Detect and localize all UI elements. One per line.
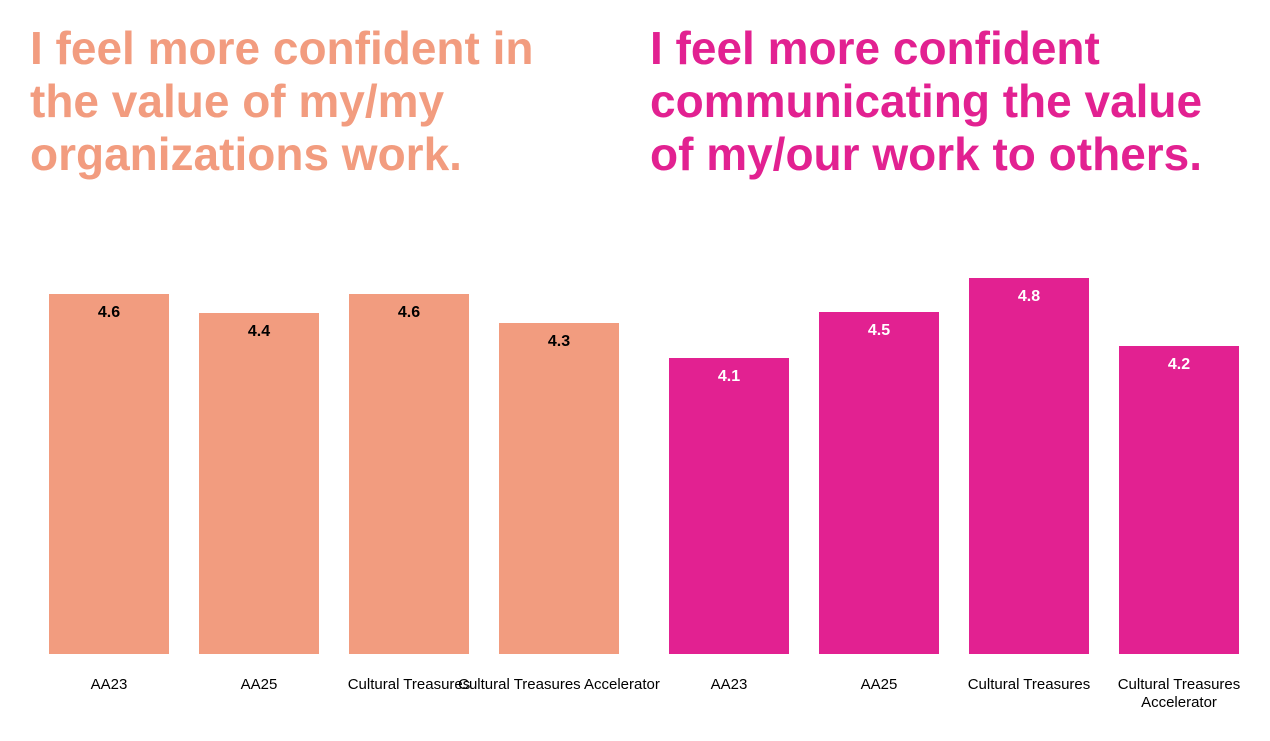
value-label: 4.6 — [97, 303, 121, 321]
bar — [1119, 346, 1239, 654]
value-label: 4.8 — [1017, 287, 1041, 305]
value-label: 4.6 — [397, 303, 421, 321]
x-tick-label: AA23 — [90, 676, 128, 693]
value-label: 4.2 — [1167, 356, 1191, 374]
x-tick-label: Cultural Treasures — [347, 676, 471, 693]
x-tick-label: Cultural Treasures Accelerator — [458, 676, 660, 693]
x-tick-label: AA23 — [710, 676, 748, 693]
bar — [669, 357, 789, 654]
bar — [349, 293, 469, 654]
bar — [49, 293, 169, 654]
value-label: 4.5 — [867, 322, 891, 339]
bar — [499, 323, 619, 654]
value-label: 4.1 — [717, 367, 741, 385]
value-label: 4.4 — [247, 323, 271, 341]
chart-title: I feel more confident in the value of my… — [30, 22, 534, 180]
x-tick-label: Cultural Treasures Accelerator — [1117, 676, 1241, 711]
bar — [969, 277, 1089, 654]
x-tick-label: AA25 — [860, 676, 898, 693]
bar — [819, 312, 939, 654]
value-label: 4.3 — [547, 333, 571, 351]
bar — [199, 313, 319, 654]
chart-title: I feel more confident communicating the … — [650, 22, 1203, 180]
x-tick-label: AA25 — [240, 676, 278, 693]
x-tick-label: Cultural Treasures — [967, 676, 1091, 693]
